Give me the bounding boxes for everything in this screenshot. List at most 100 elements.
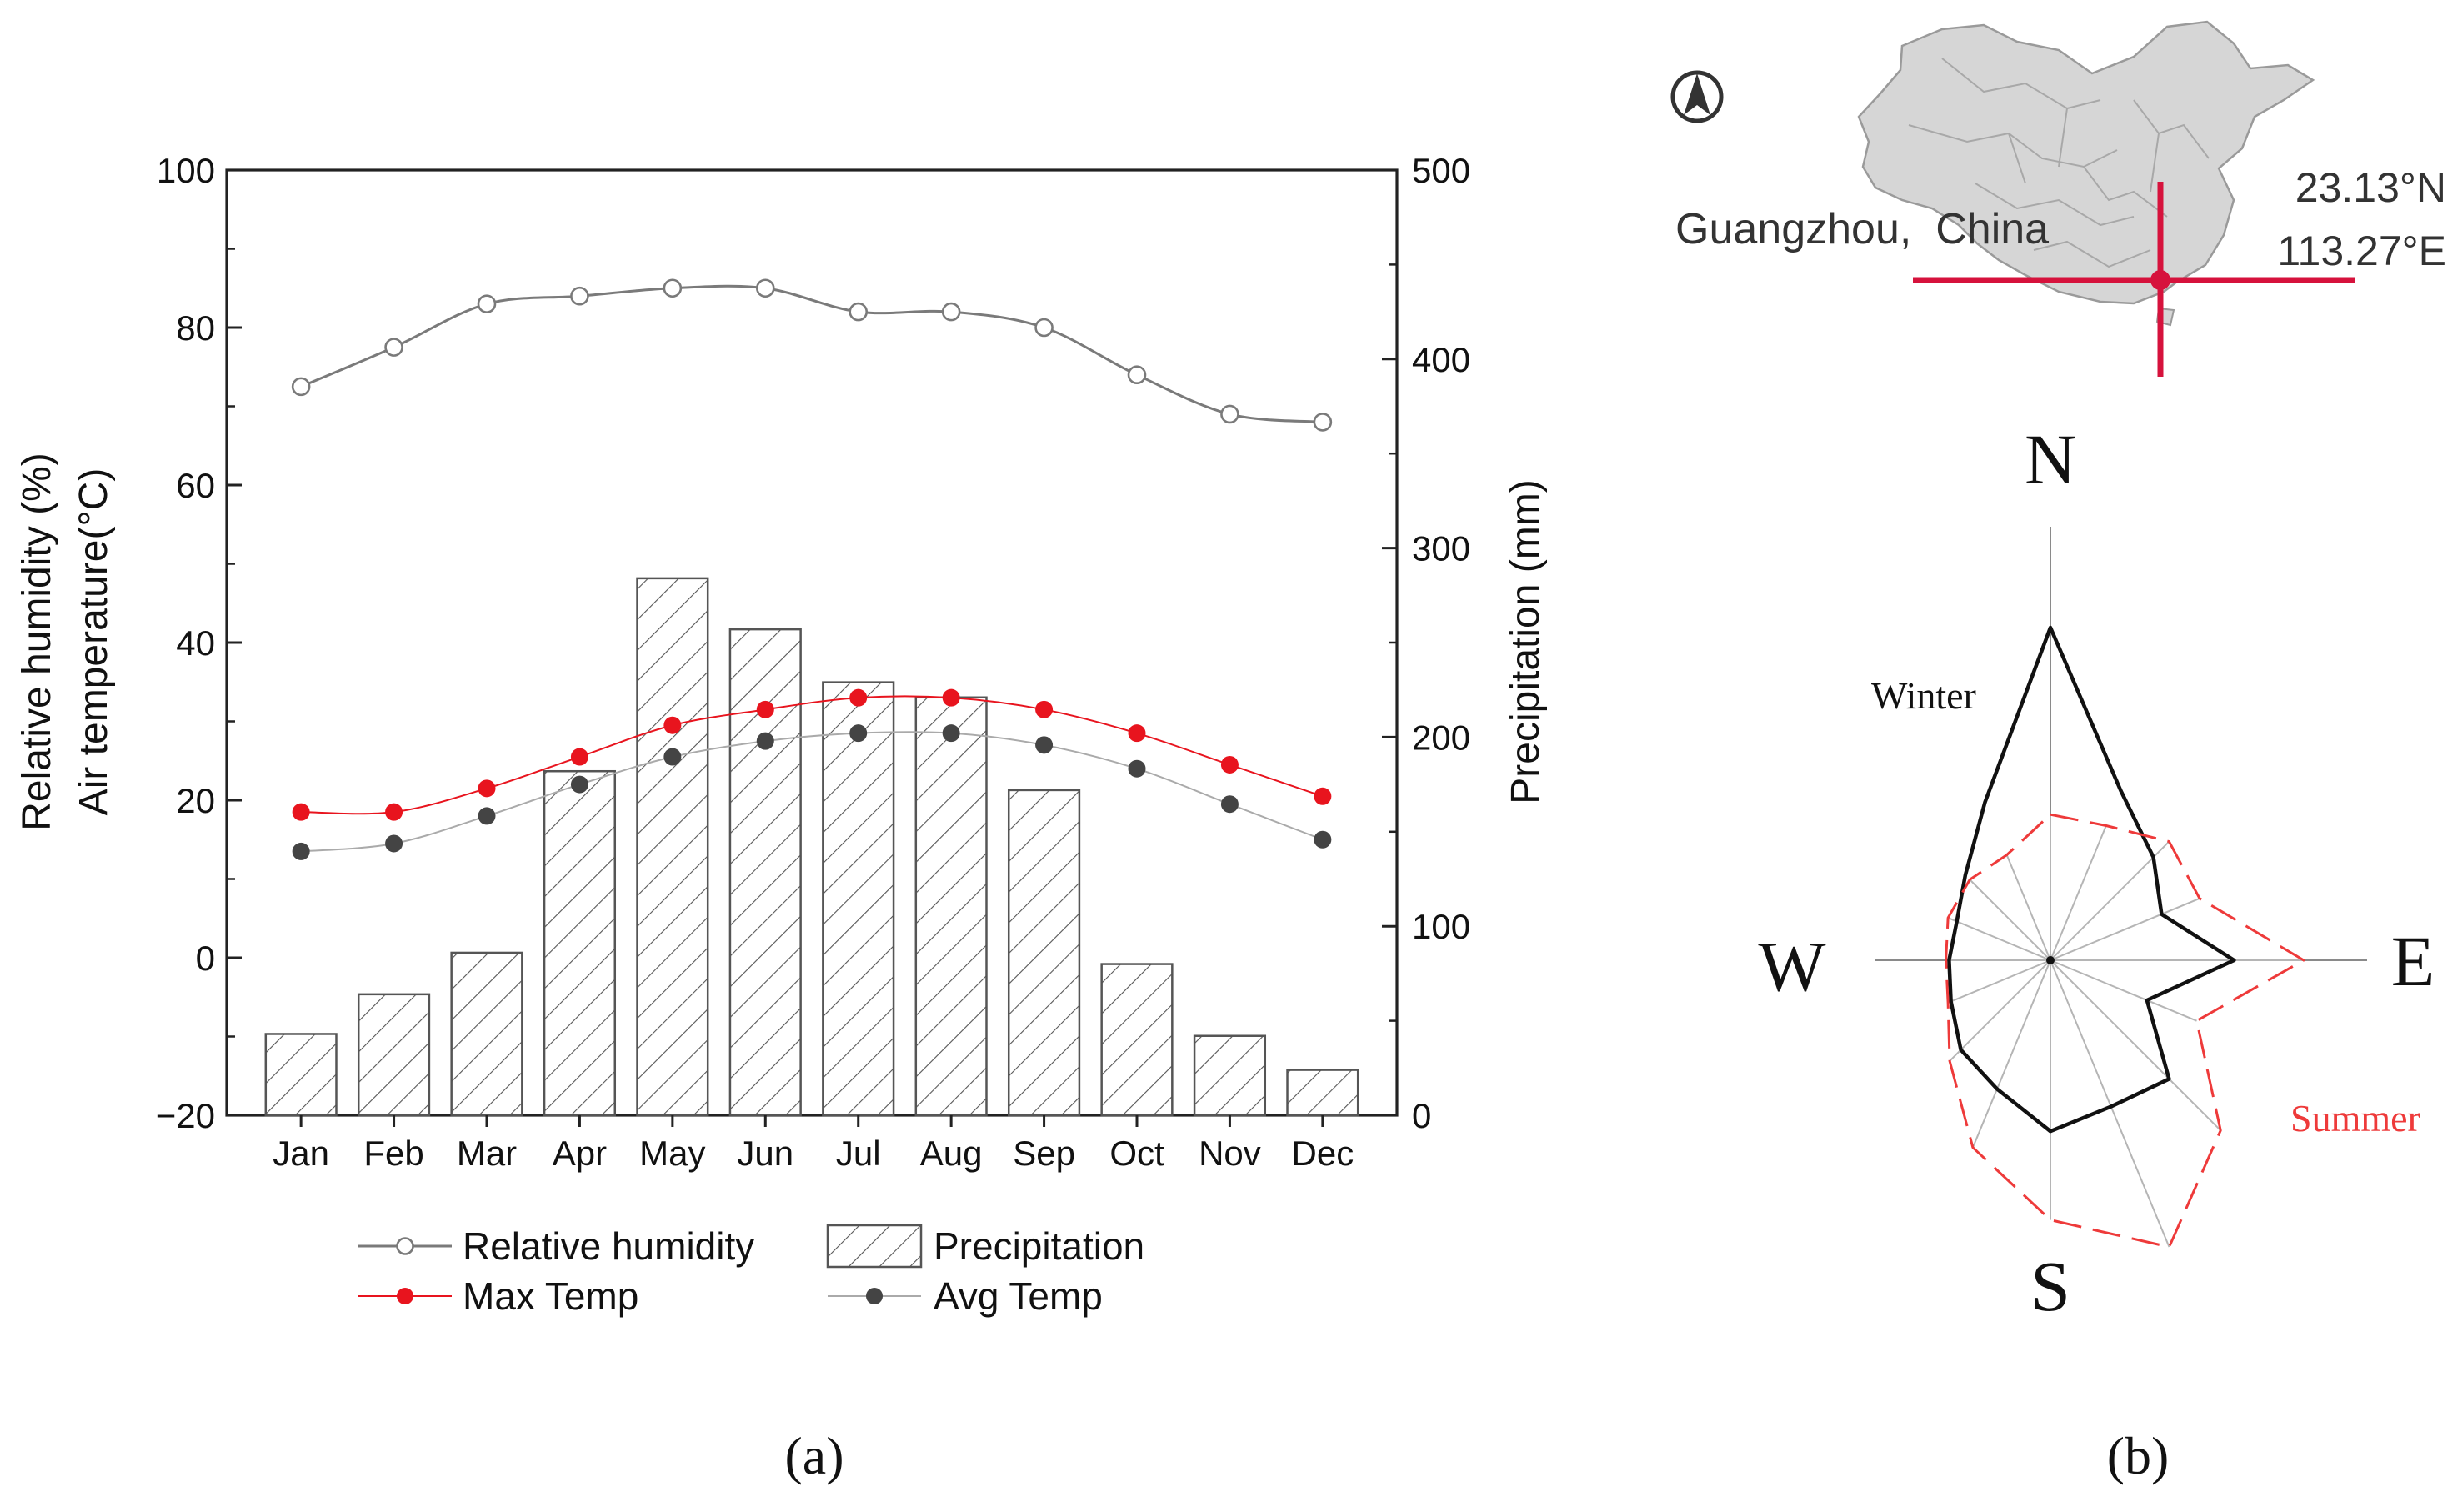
location-city-label: Guangzhou, China [1675,205,2049,253]
left-tick-label: 40 [176,623,215,663]
rose-spoke-sse [2050,959,2170,1248]
climate-chart-panel: −20 0 20 40 60 80 100 0 100 200 300 400 500 Jan Feb M… [15,151,1548,1485]
humidity-point-jul [849,302,869,322]
x-tick-label-oct: Oct [1109,1134,1164,1173]
humidity-point-oct [1127,365,1147,385]
avgtemp-point-mar [478,807,496,825]
x-tick-label-sep: Sep [1013,1134,1075,1173]
avgtemp-point-jul [849,724,868,743]
avgtemp-point-apr [570,775,588,794]
x-tick-label-apr: Apr [553,1134,607,1173]
maxtemp-point-oct [1128,724,1146,743]
x-tick-label-aug: Aug [920,1134,983,1173]
chart-legend: Relative humidity Max Temp Precipitation… [358,1224,1144,1318]
maxtemp-point-jul [849,688,868,707]
humidity-point-sep [1034,318,1054,338]
humidity-point-jun [755,278,775,298]
left-tick-label: 20 [176,781,215,820]
left-tick-label: 100 [157,151,215,190]
avgtemp-point-may [663,748,682,766]
humidity-series-line [300,284,1323,423]
x-tick-label-jun: Jun [737,1134,793,1173]
china-map [1857,20,2315,327]
maxtemp-point-jun [756,700,774,718]
rose-spoke-se [2050,959,2221,1131]
rose-spoke-ne [2050,840,2170,961]
cardinal-north: N [2025,419,2076,499]
location-latitude: 23.13°N [2295,164,2446,211]
right-axis-label-precipitation: Precipitation (mm) [1504,479,1548,804]
humidity-point-mar [477,294,497,313]
humidity-point-apr [570,286,589,306]
right-tick-label: 100 [1412,907,1470,946]
rose-spoke-nw [1969,879,2051,961]
maxtemp-point-mar [478,779,496,798]
x-tick-label-may: May [639,1134,705,1173]
legend-humidity-label: Relative humidity [463,1224,754,1268]
left-tick-label: 60 [176,466,215,505]
legend-humidity-marker [396,1237,414,1255]
left-tick-label: 80 [176,308,215,348]
avgtemp-point-sep [1035,736,1054,754]
precip-bar-may [636,577,709,1117]
right-tick-label: 300 [1412,529,1470,568]
rose-spoke-nnw [2005,854,2051,961]
x-tick-label-jul: Jul [836,1134,881,1173]
series-label-winter: Winter [1871,674,1976,717]
precip-bar-nov [1193,1034,1267,1117]
panel-b-label: (b) [2107,1426,2170,1485]
cardinal-west: W [1758,926,1825,1006]
humidity-point-nov [1220,404,1239,424]
avgtemp-point-dec [1314,830,1332,849]
north-arrow-icon [1670,70,1724,123]
avgtemp-point-oct [1128,759,1146,778]
right-tick-label: 200 [1412,718,1470,757]
precip-bar-mar [450,951,523,1117]
avgtemp-point-feb [385,834,403,853]
left-tick-label: 0 [196,939,215,978]
maxtemp-point-dec [1314,787,1332,805]
rose-spoke-nne [2050,825,2107,961]
rose-spoke-wnw [1947,917,2051,961]
avgtemp-series-line [301,731,1324,853]
rose-spoke-sw [1949,959,2051,1062]
humidity-point-jan [291,377,311,397]
cardinal-south: S [2030,1246,2070,1326]
maxtemp-series-line [301,695,1324,815]
legend-precipitation-swatch [826,1224,923,1269]
maxtemp-point-jan [292,803,310,821]
rose-spoke-wsw [1947,959,2051,1004]
x-tick-label-nov: Nov [1199,1134,1261,1173]
right-tick-label: 500 [1412,151,1470,190]
avgtemp-point-jan [292,842,310,860]
rose-spoke-ese [2050,959,2197,1022]
rose-spoke-ssw [1972,959,2051,1149]
precip-bar-jan [264,1033,338,1117]
location-crosshair-marker [1913,182,2355,377]
rose-series-summer [1945,813,2305,1249]
legend-maxtemp-label: Max Temp [463,1274,638,1318]
legend-avgtemp-marker [866,1288,883,1304]
left-axis-label-humidity: Relative humidity (%) [15,453,59,830]
left-tick-label: −20 [156,1096,215,1135]
humidity-point-aug [941,302,961,322]
precip-bar-dec [1286,1069,1359,1117]
avgtemp-point-aug [942,724,960,743]
maxtemp-point-aug [942,688,960,707]
right-tick-label: 400 [1412,340,1470,379]
right-tick-label: 0 [1412,1096,1431,1135]
precip-bar-oct [1100,963,1174,1117]
avgtemp-point-nov [1220,795,1239,814]
avgtemp-point-jun [756,732,774,750]
cardinal-east: E [2391,921,2435,1001]
maxtemp-point-nov [1220,755,1239,774]
maxtemp-point-may [663,716,682,734]
x-tick-label-feb: Feb [363,1134,423,1173]
maxtemp-point-apr [570,748,588,766]
location-longitude: 113.27°E [2277,228,2446,274]
left-axis-label-temperature: Air temperature(°C) [72,468,116,816]
humidity-point-dec [1313,413,1333,432]
legend-avgtemp-label: Avg Temp [934,1274,1103,1318]
maxtemp-point-sep [1035,700,1054,718]
